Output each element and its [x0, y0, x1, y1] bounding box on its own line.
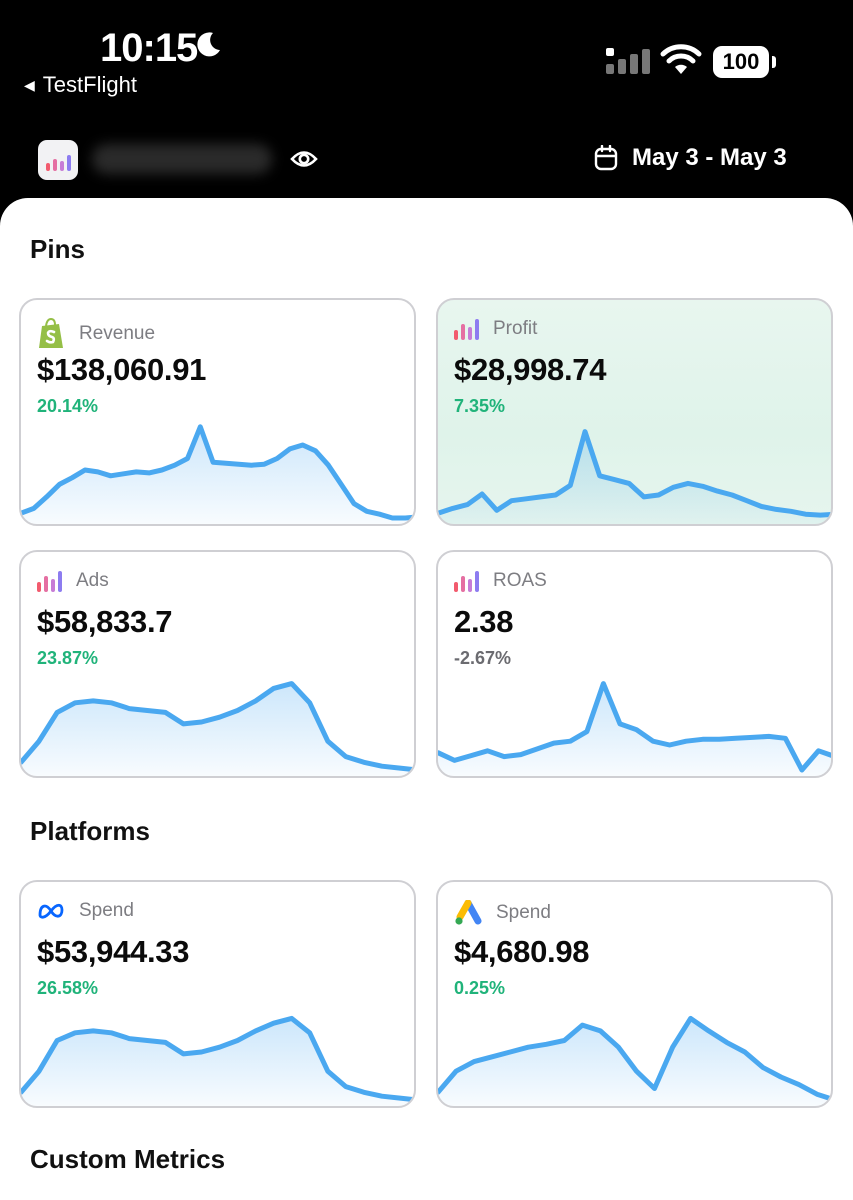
sparkline-chart — [438, 681, 831, 776]
cellular-signal-icon — [606, 48, 650, 74]
metric-label: Profit — [493, 318, 538, 339]
eye-icon[interactable] — [290, 146, 318, 172]
sparkline-chart — [21, 681, 414, 776]
moon-icon — [197, 32, 220, 57]
date-range-label: May 3 - May 3 — [632, 144, 787, 171]
sparkline-line — [438, 681, 831, 773]
metric-value: $4,680.98 — [454, 934, 590, 969]
calendar-icon — [594, 145, 618, 171]
metric-value: $138,060.91 — [37, 352, 207, 387]
wifi-icon — [660, 44, 702, 74]
metric-change: 7.35% — [454, 396, 506, 416]
shopify-icon — [39, 318, 63, 348]
metric-value: $58,833.7 — [37, 604, 173, 639]
clock-time: 10:15 — [100, 26, 198, 70]
dashboard-sheet: Pins Revenue $138,060.91 20.14% Profit $… — [0, 198, 853, 1200]
metric-value: $28,998.74 — [454, 352, 607, 387]
sparkline-area — [438, 1018, 831, 1106]
sparkline-line — [438, 1015, 831, 1102]
metric-card-profit[interactable]: Profit $28,998.74 7.35% — [436, 298, 833, 526]
metric-label: ROAS — [493, 570, 547, 591]
app-header: May 3 - May 3 — [0, 110, 853, 210]
section-title-platforms: Platforms — [30, 816, 150, 846]
back-app-label: TestFlight — [42, 72, 137, 97]
metric-change: 0.25% — [454, 978, 506, 998]
sparkline-chart — [21, 424, 414, 524]
back-to-app-link[interactable]: ◀ TestFlight — [24, 72, 137, 98]
sparkline-area — [21, 1018, 414, 1106]
store-name-blurred[interactable] — [92, 144, 272, 174]
metric-change: -2.67% — [454, 648, 512, 668]
status-bar: 10:15 ◀ TestFlight 100 — [0, 0, 853, 110]
section-title-custom-metrics: Custom Metrics — [30, 1144, 226, 1174]
metric-change: 26.58% — [37, 978, 99, 998]
section-title-pins: Pins — [30, 234, 85, 264]
metric-label: Spend — [79, 900, 134, 921]
metric-change: 20.14% — [37, 396, 99, 416]
sparkline-area — [438, 431, 831, 524]
metric-label: Spend — [496, 902, 551, 923]
sparkline-chart — [438, 1015, 831, 1106]
back-arrow-icon: ◀ — [24, 76, 35, 93]
platform-card-meta[interactable]: Spend $53,944.33 26.58% — [19, 880, 416, 1108]
metric-card-roas[interactable]: ROAS 2.38 -2.67% — [436, 550, 833, 778]
metric-value: 2.38 — [454, 604, 514, 639]
meta-icon — [38, 903, 64, 919]
sparkline-line — [21, 1015, 414, 1103]
chart-bars-icon — [454, 318, 479, 340]
metric-card-revenue[interactable]: Revenue $138,060.91 20.14% — [19, 298, 416, 526]
battery-tip — [772, 56, 776, 68]
sparkline-line — [438, 429, 831, 518]
metric-label: Ads — [76, 570, 109, 591]
sparkline-line — [21, 681, 414, 773]
google-ads-icon — [455, 900, 482, 925]
sparkline-line — [21, 424, 414, 521]
battery-icon: 100 — [713, 46, 769, 78]
date-range-button[interactable]: May 3 - May 3 — [594, 144, 787, 172]
app-logo-icon[interactable] — [38, 140, 78, 180]
metric-card-ads[interactable]: Ads $58,833.7 23.87% — [19, 550, 416, 778]
chart-bars-icon — [454, 570, 479, 592]
metric-change: 23.87% — [37, 648, 99, 668]
chart-bars-icon — [37, 570, 62, 592]
sparkline-chart — [438, 429, 831, 524]
sparkline-chart — [21, 1015, 414, 1106]
metric-label: Revenue — [79, 323, 156, 344]
metric-value: $53,944.33 — [37, 934, 190, 969]
platform-card-google-ads[interactable]: Spend $4,680.98 0.25% — [436, 880, 833, 1108]
